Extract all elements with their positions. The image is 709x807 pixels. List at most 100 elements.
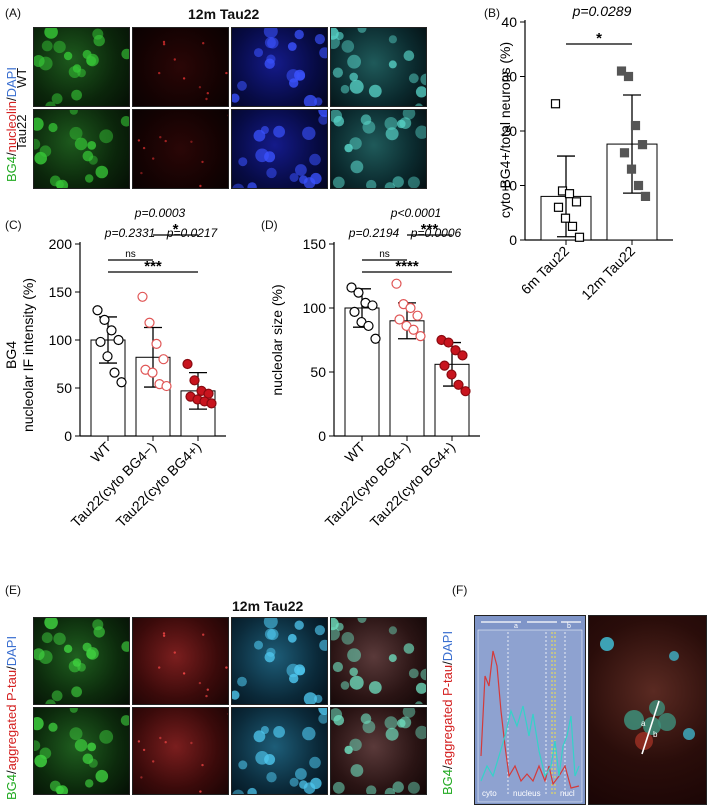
data-point [453, 379, 464, 390]
data-point [92, 305, 103, 316]
data-point [158, 354, 169, 365]
panel-f-micrograph: a b [588, 615, 707, 805]
y-tick-label: 50 [310, 364, 326, 380]
stain-label-part: aggregated P-tau [4, 669, 19, 771]
y-tick-label: 30 [501, 69, 517, 85]
p-value: p=0.2331 [104, 226, 155, 240]
profile-label-cyto: cyto [482, 789, 497, 798]
y-tick-label: 100 [303, 300, 327, 316]
data-point [574, 232, 585, 242]
panel-d-chart: 0 50 100 150 nucleolar size (%) WTTau22(cyto … [269, 206, 480, 530]
y-axis-label: nucleolar IF intensity (%) [20, 278, 36, 432]
panel-f-stain-label: BG4/aggregated P-tau/DAPI [440, 631, 455, 795]
y-tick-label: 100 [49, 332, 73, 348]
data-point [391, 278, 402, 289]
p-value: p=0.0217 [166, 226, 219, 240]
panel-a-title: 12m Tau22 [188, 6, 260, 22]
profile-line [641, 700, 660, 755]
data-point [113, 334, 124, 346]
data-point [446, 369, 457, 380]
profile-label-b: b [567, 623, 571, 630]
p-value: p=0.0006 [410, 226, 462, 240]
panel-a-label: (A) [5, 6, 21, 20]
data-point [95, 336, 106, 348]
panel-e-tile-r2-c4 [330, 707, 427, 795]
data-point [550, 99, 561, 109]
data-point [571, 197, 582, 207]
data-point [439, 360, 450, 371]
stain-label-part: / [4, 666, 19, 670]
panel-a-tile-r1-c3 [231, 27, 328, 107]
x-tick-label: WT [87, 438, 114, 465]
y-tick-label: 200 [49, 236, 73, 252]
data-point [412, 310, 423, 321]
panel-e-tile-r1-c2 [132, 617, 229, 705]
data-point [564, 189, 575, 199]
data-point [460, 386, 471, 397]
data-point [553, 202, 564, 212]
y-tick-label: 150 [303, 236, 327, 252]
panel-e-title: 12m Tau22 [232, 598, 304, 614]
data-point [367, 300, 378, 311]
stain-label-part: / [440, 661, 455, 665]
p-value: p<0.0001 [390, 206, 441, 220]
data-point [363, 320, 374, 332]
data-point [408, 324, 419, 335]
stain-label-part: BG4 [4, 155, 19, 182]
intensity-profile: a b cyto nucleus nucl [474, 615, 586, 805]
stain-label-part: DAPI [440, 630, 455, 662]
data-point [116, 377, 127, 388]
panel-a-tile-r2-c2 [132, 109, 229, 189]
data-point [616, 66, 627, 76]
y-tick-label: 40 [501, 14, 517, 30]
significance-label: **** [395, 258, 419, 275]
y-tick-label: 50 [56, 380, 72, 396]
data-point [640, 191, 651, 201]
panel-c-chart: 0 50 100 150 200 BG4 nucleolar IF intensity (%… [3, 206, 226, 530]
y-axis-label: cyto BG4+/total neurons (%) [497, 42, 513, 218]
data-point [457, 350, 468, 361]
data-point [99, 314, 110, 325]
data-point [109, 367, 120, 378]
significance-label: *** [144, 258, 162, 275]
data-point [144, 317, 155, 328]
y-tick-label: 0 [318, 428, 326, 444]
y-tick-label: 0 [64, 428, 72, 444]
x-tick-label: Tau22(cyto BG4+) [113, 439, 204, 530]
data-point [633, 180, 644, 191]
panel-e-label: (E) [5, 583, 21, 597]
p-value: p=0.0289 [572, 3, 632, 19]
y-axis-label: BG4 [3, 341, 19, 369]
stain-label-part: DAPI [4, 635, 19, 667]
x-tick-label: Tau22(cyto BG4−) [322, 439, 413, 530]
significance-label: ns [125, 249, 136, 260]
stain-label-part: / [4, 152, 19, 156]
row-label-wt: WT [14, 67, 29, 88]
panel-a-tile-r2-c3 [231, 109, 328, 189]
y-tick-label: 10 [501, 178, 517, 194]
data-point [567, 221, 578, 231]
significance-label: ns [379, 249, 390, 260]
stain-label-part: / [4, 770, 19, 774]
data-point [415, 331, 426, 342]
panel-a-tile-r1-c4 [330, 27, 427, 107]
y-tick-label: 20 [501, 123, 517, 139]
panel-e-tile-r2-c1 [33, 707, 130, 795]
data-point [443, 337, 454, 348]
data-point [353, 287, 364, 298]
data-point [106, 325, 117, 336]
panel-f-label: (F) [452, 583, 468, 597]
data-point [450, 345, 461, 356]
y-tick-label: 150 [49, 284, 73, 300]
data-point [206, 398, 217, 409]
stain-label-part: aggregated P-tau [440, 664, 455, 766]
x-tick-label: 12m Tau22 [578, 243, 638, 303]
data-point [394, 314, 405, 325]
stain-label-part: / [4, 97, 19, 102]
profile-label-nucl: nucl [560, 789, 575, 798]
x-tick-label: Tau22(cyto BG4−) [68, 439, 159, 530]
y-tick-label: 0 [509, 232, 517, 248]
stain-label-part: BG4 [4, 773, 19, 800]
panel-b-chart: 0 10 20 30 40 cyto BG4+/total neurons (%) 6m T… [497, 3, 673, 303]
panel-e-tile-r2-c2 [132, 707, 229, 795]
